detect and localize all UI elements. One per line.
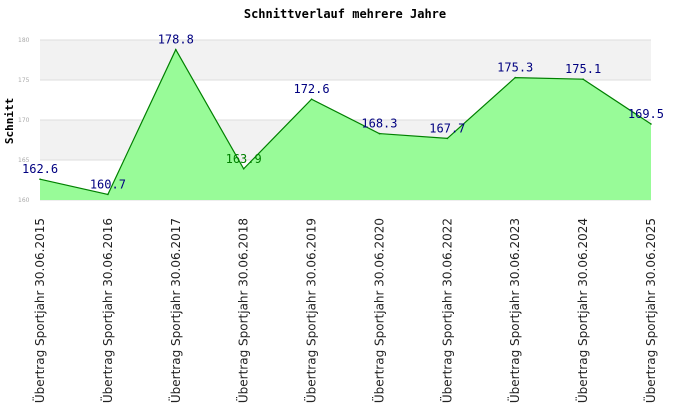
data-point bbox=[310, 98, 313, 100]
data-label: 167.7 bbox=[429, 121, 465, 135]
data-point bbox=[174, 48, 177, 51]
y-axis-ticks: 160 165 170 175 180 bbox=[18, 37, 30, 204]
y-tick-label: 170 bbox=[18, 117, 30, 124]
y-tick-label: 160 bbox=[18, 197, 30, 204]
data-label: 178.8 bbox=[158, 33, 194, 47]
background-band bbox=[40, 40, 651, 80]
data-label: 162.6 bbox=[22, 162, 58, 176]
data-label: 175.3 bbox=[497, 61, 533, 75]
y-tick-label: 175 bbox=[18, 77, 30, 84]
series-fill bbox=[40, 49, 651, 200]
y-tick-label: 165 bbox=[18, 157, 30, 164]
chart-title: Schnittverlauf mehrere Jahre bbox=[244, 7, 446, 21]
data-label: 172.6 bbox=[293, 82, 329, 96]
data-point bbox=[514, 76, 517, 79]
x-tick-label: Übertrag Sportjahr 30.06.2018 bbox=[235, 218, 251, 403]
x-tick-label: Übertrag Sportjahr 30.06.2023 bbox=[506, 218, 522, 403]
data-point bbox=[650, 123, 652, 125]
data-point bbox=[446, 137, 449, 140]
x-tick-label: Übertrag Sportjahr 30.06.2020 bbox=[370, 218, 386, 403]
data-label: 163.9 bbox=[226, 152, 262, 166]
series-line bbox=[39, 48, 652, 196]
data-point bbox=[39, 178, 41, 180]
data-label: 168.3 bbox=[361, 117, 397, 131]
x-tick-label: Übertrag Sportjahr 30.06.2017 bbox=[167, 218, 183, 403]
data-point bbox=[107, 193, 109, 196]
data-point bbox=[242, 168, 245, 170]
x-tick-label: Übertrag Sportjahr 30.06.2024 bbox=[574, 218, 590, 403]
x-tick-label: Übertrag Sportjahr 30.06.2025 bbox=[642, 218, 658, 403]
data-label: 160.7 bbox=[90, 177, 126, 191]
data-point bbox=[378, 132, 381, 135]
data-label: 175.1 bbox=[565, 62, 601, 76]
x-tick-label: Übertrag Sportjahr 30.06.2019 bbox=[303, 218, 319, 403]
x-tick-label: Übertrag Sportjahr 30.06.2022 bbox=[438, 218, 454, 403]
data-label: 169.5 bbox=[628, 107, 664, 121]
data-point bbox=[582, 78, 584, 80]
x-tick-label: Übertrag Sportjahr 30.06.2015 bbox=[31, 218, 47, 403]
y-axis-label: Schnitt bbox=[3, 98, 16, 144]
data-labels: 162.6 160.7 178.8 163.9 172.6 168.3 167.7 175.3… bbox=[22, 33, 664, 192]
series-area bbox=[39, 48, 652, 200]
x-axis-ticks: Übertrag Sportjahr 30.06.2015 Übertrag Sp… bbox=[31, 218, 658, 403]
x-tick-label: Übertrag Sportjahr 30.06.2016 bbox=[99, 218, 115, 403]
y-tick-label: 180 bbox=[18, 37, 30, 44]
